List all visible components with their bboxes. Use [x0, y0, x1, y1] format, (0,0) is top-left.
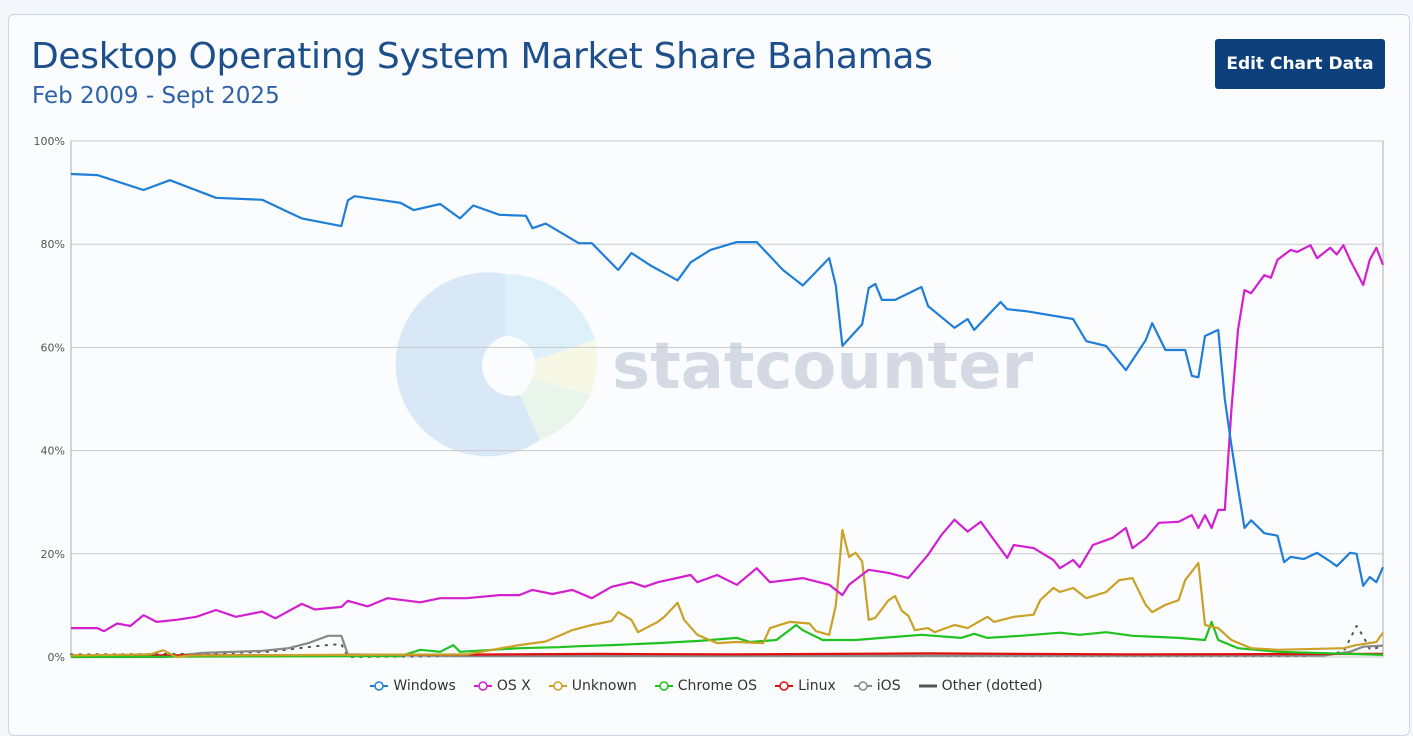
page-title: Desktop Operating System Market Share Ba…	[31, 36, 933, 77]
series-line-ios	[71, 634, 1384, 659]
series-line-os-x	[71, 244, 1385, 633]
legend-item[interactable]: OS X	[473, 678, 531, 694]
circle-marker-icon	[370, 681, 389, 691]
legend-item[interactable]: Linux	[775, 678, 836, 694]
y-tick-label: 20%	[41, 548, 65, 561]
legend-label: Linux	[798, 678, 836, 694]
legend-label: OS X	[496, 678, 531, 694]
legend-label: Other (dotted)	[941, 678, 1043, 694]
line-marker-icon	[918, 684, 937, 688]
chart-legend: Windows OS X Unknown Chrome OS Linux iOS Other…	[0, 678, 1413, 694]
circle-marker-icon	[654, 681, 673, 691]
y-tick-label: 40%	[41, 445, 65, 458]
y-tick-label: 100%	[34, 135, 65, 148]
legend-item[interactable]: Unknown	[548, 678, 637, 694]
y-tick-label: 0%	[48, 651, 65, 664]
legend-label: Windows	[393, 678, 456, 694]
y-tick-label: 80%	[41, 238, 65, 251]
circle-marker-icon	[853, 681, 872, 691]
legend-label: iOS	[876, 678, 901, 694]
circle-marker-icon	[473, 681, 492, 691]
series-line-unknown	[70, 528, 1384, 659]
legend-label: Chrome OS	[677, 678, 758, 694]
legend-item[interactable]: iOS	[853, 678, 901, 694]
y-tick-label: 60%	[41, 341, 65, 354]
legend-item[interactable]: Chrome OS	[654, 678, 758, 694]
statcounter-watermark: statcounter	[395, 272, 1034, 457]
date-range-subtitle: Feb 2009 - Sept 2025	[32, 83, 280, 109]
edit-chart-data-button[interactable]: Edit Chart Data	[1215, 39, 1385, 89]
svg-text:statcounter: statcounter	[612, 330, 1034, 404]
legend-item[interactable]: Other (dotted)	[918, 678, 1043, 694]
circle-marker-icon	[775, 681, 794, 691]
legend-item[interactable]: Windows	[370, 678, 456, 694]
legend-label: Unknown	[571, 678, 637, 694]
series-line-windows	[70, 172, 1385, 587]
line-chart: statcounter 0% 20% 40% 60% 80% 100%	[34, 135, 1385, 664]
circle-marker-icon	[548, 681, 567, 691]
